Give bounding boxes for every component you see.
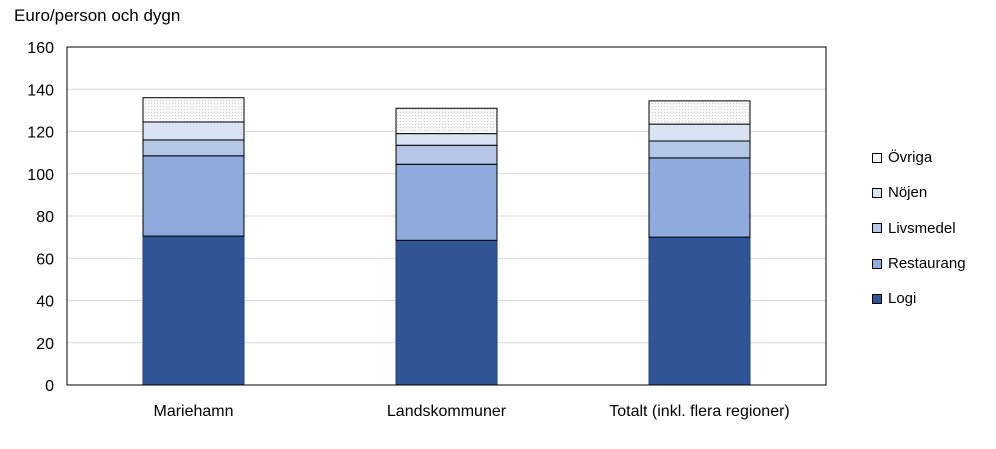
bar-segment bbox=[648, 157, 751, 238]
bars bbox=[142, 97, 751, 386]
x-tick-label: Landskommuner bbox=[387, 403, 507, 420]
bar-segment bbox=[648, 140, 751, 159]
legend-item: Livsmedel bbox=[872, 211, 994, 246]
legend: Övriga Nöjen Livsmedel Restaurang Logi bbox=[872, 140, 994, 316]
bar-segment bbox=[395, 107, 498, 135]
x-tick-label: Totalt (inkl. flera regioner) bbox=[609, 403, 790, 420]
legend-item: Logi bbox=[872, 281, 994, 316]
y-tick-label: 40 bbox=[36, 294, 54, 311]
y-tick-label: 140 bbox=[27, 82, 54, 99]
y-tick-label: 20 bbox=[36, 336, 54, 353]
legend-item: Restaurang bbox=[872, 246, 994, 281]
plot-border bbox=[66, 46, 827, 386]
legend-swatch bbox=[872, 152, 882, 163]
tick-labels: 0 20 40 60 80 100 120 140 160 Mariehamn Landskommu… bbox=[27, 40, 789, 420]
legend-item: Övriga bbox=[872, 140, 994, 175]
x-tick-label: Mariehamn bbox=[153, 403, 233, 420]
bar-segment bbox=[142, 235, 245, 386]
legend-item: Nöjen bbox=[872, 175, 994, 210]
legend-label: Livsmedel bbox=[888, 219, 956, 237]
y-axis-title: Euro/person och dygn bbox=[14, 6, 181, 25]
y-tick-label: 0 bbox=[45, 378, 54, 395]
legend-swatch bbox=[872, 293, 882, 304]
bar-segment bbox=[648, 236, 751, 386]
bar-segment bbox=[142, 97, 245, 123]
y-tick-label: 100 bbox=[27, 167, 54, 184]
legend-swatch bbox=[872, 187, 882, 198]
y-tick-label: 160 bbox=[27, 40, 54, 57]
legend-label: Övriga bbox=[888, 149, 933, 167]
bar-segment bbox=[648, 123, 751, 142]
y-tick-label: 80 bbox=[36, 209, 54, 226]
y-tick-label: 60 bbox=[36, 251, 54, 268]
legend-label: Restaurang bbox=[888, 255, 966, 273]
axes bbox=[66, 46, 827, 386]
bar-segment bbox=[395, 163, 498, 241]
bar-segment bbox=[395, 144, 498, 165]
legend-swatch bbox=[872, 258, 882, 269]
bar-segment bbox=[142, 155, 245, 237]
legend-swatch bbox=[872, 223, 882, 234]
bar-segment bbox=[648, 100, 751, 125]
legend-label: Logi bbox=[888, 290, 917, 308]
legend-label: Nöjen bbox=[888, 184, 928, 202]
bar-segment bbox=[142, 139, 245, 157]
bar-segment bbox=[395, 239, 498, 386]
bar-segment bbox=[395, 133, 498, 146]
y-tick-label: 120 bbox=[27, 125, 54, 142]
bar-segment bbox=[142, 121, 245, 141]
